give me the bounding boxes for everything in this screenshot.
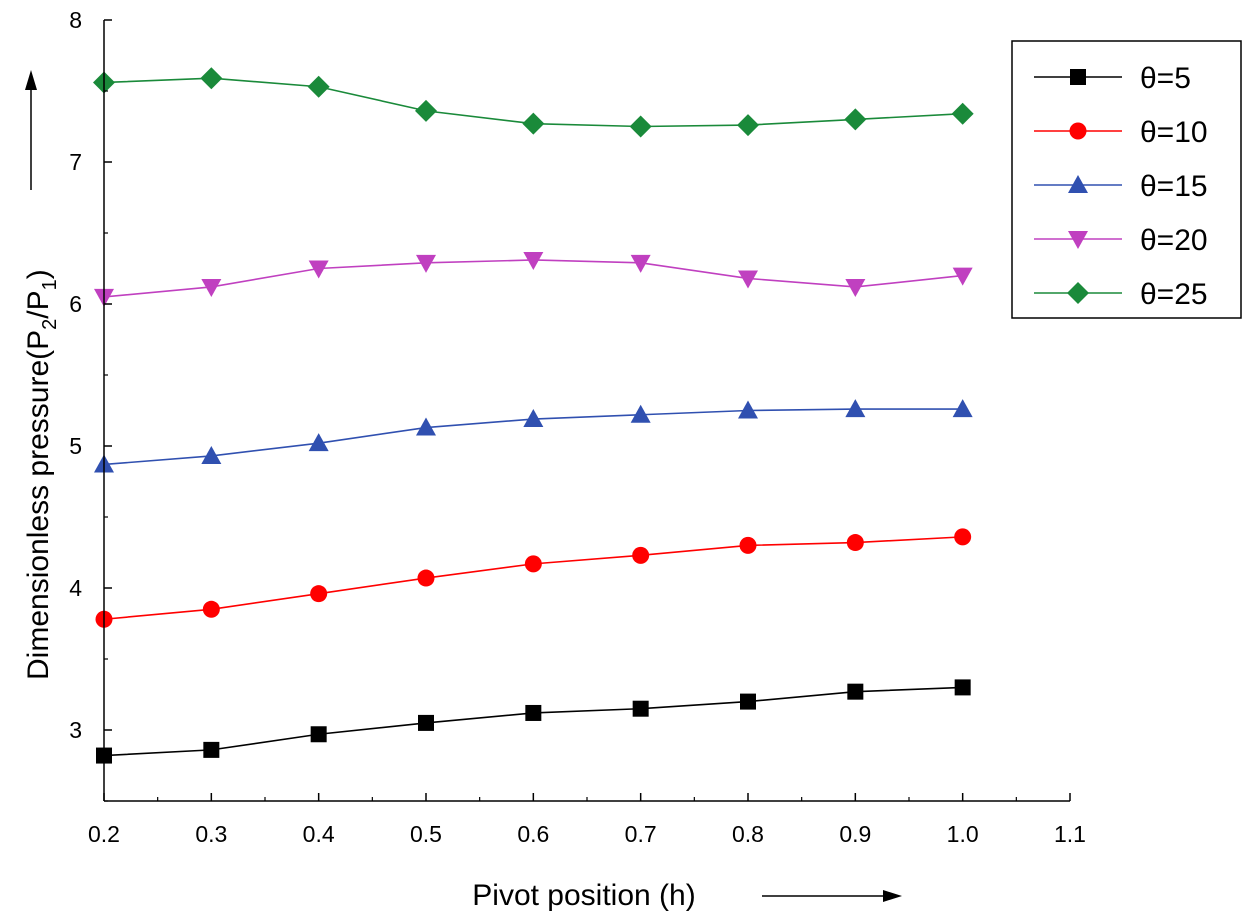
y-axis-label-main: Dimensionless pressure(P <box>22 330 55 680</box>
data-point <box>738 270 758 289</box>
y-axis-label-close: ) <box>22 269 55 279</box>
legend-item-theta-20: θ=20 <box>1034 224 1208 257</box>
data-point <box>201 445 222 464</box>
data-point <box>954 528 972 546</box>
legend-marker <box>1067 282 1089 304</box>
y-axis-label-sub-1: 1 <box>39 279 61 290</box>
legend-marker <box>1068 175 1088 193</box>
data-point <box>630 254 651 273</box>
ticks: 0.2 0.3 0.4 0.5 0.6 0.7 0.8 0.9 1.0 1.1 3 4 5 6 7 8 <box>69 7 1086 847</box>
data-point <box>201 278 222 297</box>
data-point <box>308 260 329 279</box>
data-point <box>951 102 974 125</box>
x-axis-arrow <box>762 890 902 902</box>
legend-label: θ=25 <box>1140 278 1208 311</box>
data-point <box>632 546 650 564</box>
data-point <box>630 404 651 423</box>
data-point <box>202 600 220 618</box>
legend-item-theta-10: θ=10 <box>1034 116 1208 149</box>
data-point <box>846 534 864 552</box>
y-tick-label: 8 <box>69 7 82 33</box>
data-point <box>738 400 758 419</box>
y-axis-label-sub-2: 2 <box>39 319 61 330</box>
data-point <box>523 409 544 428</box>
data-point <box>632 700 649 717</box>
legend-label: θ=20 <box>1140 224 1208 257</box>
data-point <box>847 683 864 700</box>
series-layer <box>93 67 974 764</box>
legend-item-theta-25: θ=25 <box>1034 278 1208 311</box>
data-point <box>417 569 435 587</box>
data-point <box>629 115 652 138</box>
y-tick-label: 5 <box>69 433 82 459</box>
legend-marker <box>1068 231 1088 249</box>
x-tick-label: 0.7 <box>625 821 657 847</box>
legend-item-theta-15: θ=15 <box>1034 170 1208 203</box>
data-point <box>416 254 436 273</box>
data-point <box>952 399 973 418</box>
y-tick-label: 7 <box>69 149 82 175</box>
data-point <box>200 67 223 90</box>
legend-item-theta-5: θ=5 <box>1034 62 1191 95</box>
data-point <box>418 714 434 731</box>
x-tick-label: 0.9 <box>839 821 871 847</box>
series-line <box>103 686 963 757</box>
x-tick-label: 0.8 <box>732 821 764 847</box>
series-theta-10 <box>95 528 972 628</box>
data-point <box>845 278 866 297</box>
x-tick-label: 1.0 <box>947 821 979 847</box>
data-point <box>308 433 329 452</box>
series-theta-5 <box>96 679 971 764</box>
x-tick-label: 0.4 <box>303 821 335 847</box>
legend-marker <box>1069 122 1087 140</box>
legend-label: θ=10 <box>1140 116 1208 149</box>
y-axis-label-mid: /P <box>22 290 55 318</box>
data-point <box>739 536 757 554</box>
data-point <box>954 679 971 696</box>
y-tick-label: 3 <box>69 717 82 743</box>
data-point <box>525 704 542 721</box>
data-point <box>307 75 330 98</box>
data-point <box>415 99 437 122</box>
data-point <box>522 112 545 135</box>
axes <box>103 20 1070 802</box>
data-point <box>203 741 220 758</box>
data-point <box>524 555 542 573</box>
legend-label: θ=5 <box>1140 62 1191 95</box>
series-theta-25 <box>93 67 974 138</box>
data-point <box>416 417 436 436</box>
y-axis-label: Dimensionless pressure(P2/P1) <box>22 269 61 680</box>
x-tick-label: 0.2 <box>88 821 120 847</box>
legend-box <box>1011 40 1242 319</box>
x-tick-label: 0.5 <box>410 821 442 847</box>
data-point <box>737 114 759 137</box>
x-tick-label: 1.1 <box>1054 821 1086 847</box>
series-line <box>103 536 963 621</box>
data-point <box>952 267 973 286</box>
y-axis-arrow <box>25 70 37 190</box>
y-tick-label: 4 <box>69 575 82 601</box>
data-point <box>523 251 544 270</box>
y-tick-label: 6 <box>69 291 82 317</box>
data-point <box>740 693 756 710</box>
legend: θ=5 θ=10 θ=15 θ=20 θ=25 <box>1011 40 1242 319</box>
data-point <box>310 585 328 603</box>
data-point <box>310 726 327 743</box>
legend-marker <box>1070 69 1086 85</box>
x-tick-label: 0.6 <box>517 821 549 847</box>
x-tick-label: 0.3 <box>195 821 227 847</box>
data-point <box>844 108 867 131</box>
legend-label: θ=15 <box>1140 170 1208 203</box>
x-axis-label: Pivot position (h) <box>472 879 695 912</box>
series-theta-20 <box>94 251 973 307</box>
series-theta-15 <box>94 399 973 473</box>
data-point <box>845 399 866 418</box>
